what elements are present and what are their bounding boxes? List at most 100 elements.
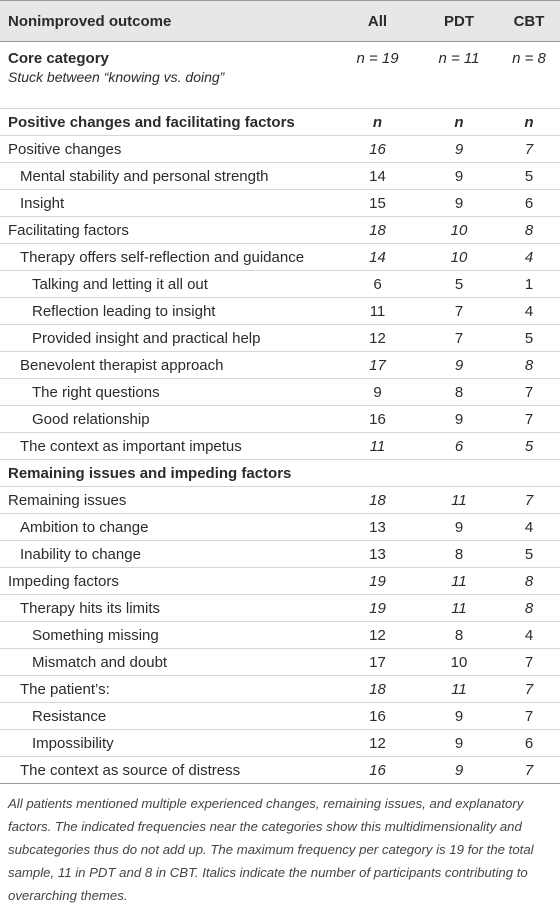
table-row: Inability to change 13 8 5 <box>0 540 560 568</box>
row-label: Something missing <box>0 621 335 649</box>
row-value <box>498 459 560 487</box>
row-value: 8 <box>498 594 560 622</box>
row-label: The context as source of distress <box>0 756 335 784</box>
row-value: 5 <box>420 270 498 298</box>
row-label: Resistance <box>0 702 335 730</box>
core-value: n = 19 <box>335 41 420 109</box>
row-value: 18 <box>335 675 420 703</box>
row-label: Mental stability and personal strength <box>0 162 335 190</box>
row-value: 11 <box>420 486 498 514</box>
table-row: Positive changes and facilitating factor… <box>0 108 560 136</box>
row-value: 17 <box>335 351 420 379</box>
row-label: The right questions <box>0 378 335 406</box>
row-value: 4 <box>498 297 560 325</box>
row-value: 19 <box>335 567 420 595</box>
table-row: Talking and letting it all out 6 5 1 <box>0 270 560 298</box>
row-value: 16 <box>335 135 420 163</box>
table-row: Reflection leading to insight 11 7 4 <box>0 297 560 325</box>
row-label: Reflection leading to insight <box>0 297 335 325</box>
table-row: Impeding factors 19 11 8 <box>0 567 560 595</box>
row-value: 7 <box>498 486 560 514</box>
table-row: Therapy hits its limits 19 11 8 <box>0 594 560 622</box>
row-label: Therapy hits its limits <box>0 594 335 622</box>
table-row: The patient’s: 18 11 7 <box>0 675 560 703</box>
table-row: Remaining issues and impeding factors <box>0 459 560 487</box>
header-cell: All <box>335 0 420 42</box>
row-label: Facilitating factors <box>0 216 335 244</box>
row-value: 10 <box>420 648 498 676</box>
row-value <box>335 459 420 487</box>
table-row: Provided insight and practical help 12 7 5 <box>0 324 560 352</box>
table-row: The right questions 9 8 7 <box>0 378 560 406</box>
row-value: 10 <box>420 216 498 244</box>
row-label: Remaining issues <box>0 486 335 514</box>
row-value: 18 <box>335 216 420 244</box>
row-value <box>420 459 498 487</box>
row-label: Impeding factors <box>0 567 335 595</box>
row-label: Provided insight and practical help <box>0 324 335 352</box>
row-value: 5 <box>498 162 560 190</box>
row-value: 12 <box>335 324 420 352</box>
row-value: 5 <box>498 324 560 352</box>
table-row: Resistance 16 9 7 <box>0 702 560 730</box>
row-value: 9 <box>420 405 498 433</box>
row-value: 4 <box>498 513 560 541</box>
row-value: 11 <box>420 594 498 622</box>
row-label: Inability to change <box>0 540 335 568</box>
row-value: 11 <box>335 432 420 460</box>
row-label: The patient’s: <box>0 675 335 703</box>
row-value: 13 <box>335 540 420 568</box>
row-value: 12 <box>335 621 420 649</box>
row-value: 7 <box>498 675 560 703</box>
core-sublabel: Stuck between “knowing vs. doing” <box>8 69 225 85</box>
table-row: The context as source of distress 16 9 7 <box>0 756 560 784</box>
row-value: 7 <box>498 648 560 676</box>
table-header: Nonimproved outcome All PDT CBT <box>0 0 560 42</box>
row-value: 7 <box>498 135 560 163</box>
table-row: Remaining issues 18 11 7 <box>0 486 560 514</box>
row-label: Therapy offers self-reflection and guida… <box>0 243 335 271</box>
table-row: Insight 15 9 6 <box>0 189 560 217</box>
row-value: n <box>498 108 560 136</box>
row-value: 6 <box>420 432 498 460</box>
row-label: Positive changes and facilitating factor… <box>0 108 335 136</box>
row-value: 9 <box>420 729 498 757</box>
table-row: Impossibility 12 9 6 <box>0 729 560 757</box>
row-value: 7 <box>498 378 560 406</box>
row-value: 8 <box>498 216 560 244</box>
row-value: 6 <box>498 189 560 217</box>
row-value: 7 <box>498 405 560 433</box>
table-row: Ambition to change 13 9 4 <box>0 513 560 541</box>
row-value: 15 <box>335 189 420 217</box>
table-row: Benevolent therapist approach 17 9 8 <box>0 351 560 379</box>
row-value: 8 <box>498 351 560 379</box>
row-value: 11 <box>335 297 420 325</box>
row-value: 10 <box>420 243 498 271</box>
row-value: 1 <box>498 270 560 298</box>
table-row: Mismatch and doubt 17 10 7 <box>0 648 560 676</box>
table-body: Core category Stuck between “knowing vs. … <box>0 41 560 784</box>
header-cell: PDT <box>420 0 498 42</box>
row-value: 6 <box>335 270 420 298</box>
table-row: Facilitating factors 18 10 8 <box>0 216 560 244</box>
row-value: 9 <box>420 162 498 190</box>
row-value: 8 <box>420 621 498 649</box>
header-cell: CBT <box>498 0 560 42</box>
row-value: 4 <box>498 621 560 649</box>
row-value: 8 <box>420 378 498 406</box>
row-value: 5 <box>498 540 560 568</box>
row-value: 12 <box>335 729 420 757</box>
row-value: n <box>335 108 420 136</box>
row-value: 7 <box>498 756 560 784</box>
row-value: 13 <box>335 513 420 541</box>
core-row: Core category Stuck between “knowing vs. … <box>0 41 560 109</box>
core-value: n = 11 <box>420 41 498 109</box>
row-value: 8 <box>498 567 560 595</box>
row-value: 8 <box>420 540 498 568</box>
row-value: 9 <box>335 378 420 406</box>
row-value: 9 <box>420 756 498 784</box>
row-value: 9 <box>420 702 498 730</box>
row-value: 9 <box>420 351 498 379</box>
row-value: 16 <box>335 405 420 433</box>
